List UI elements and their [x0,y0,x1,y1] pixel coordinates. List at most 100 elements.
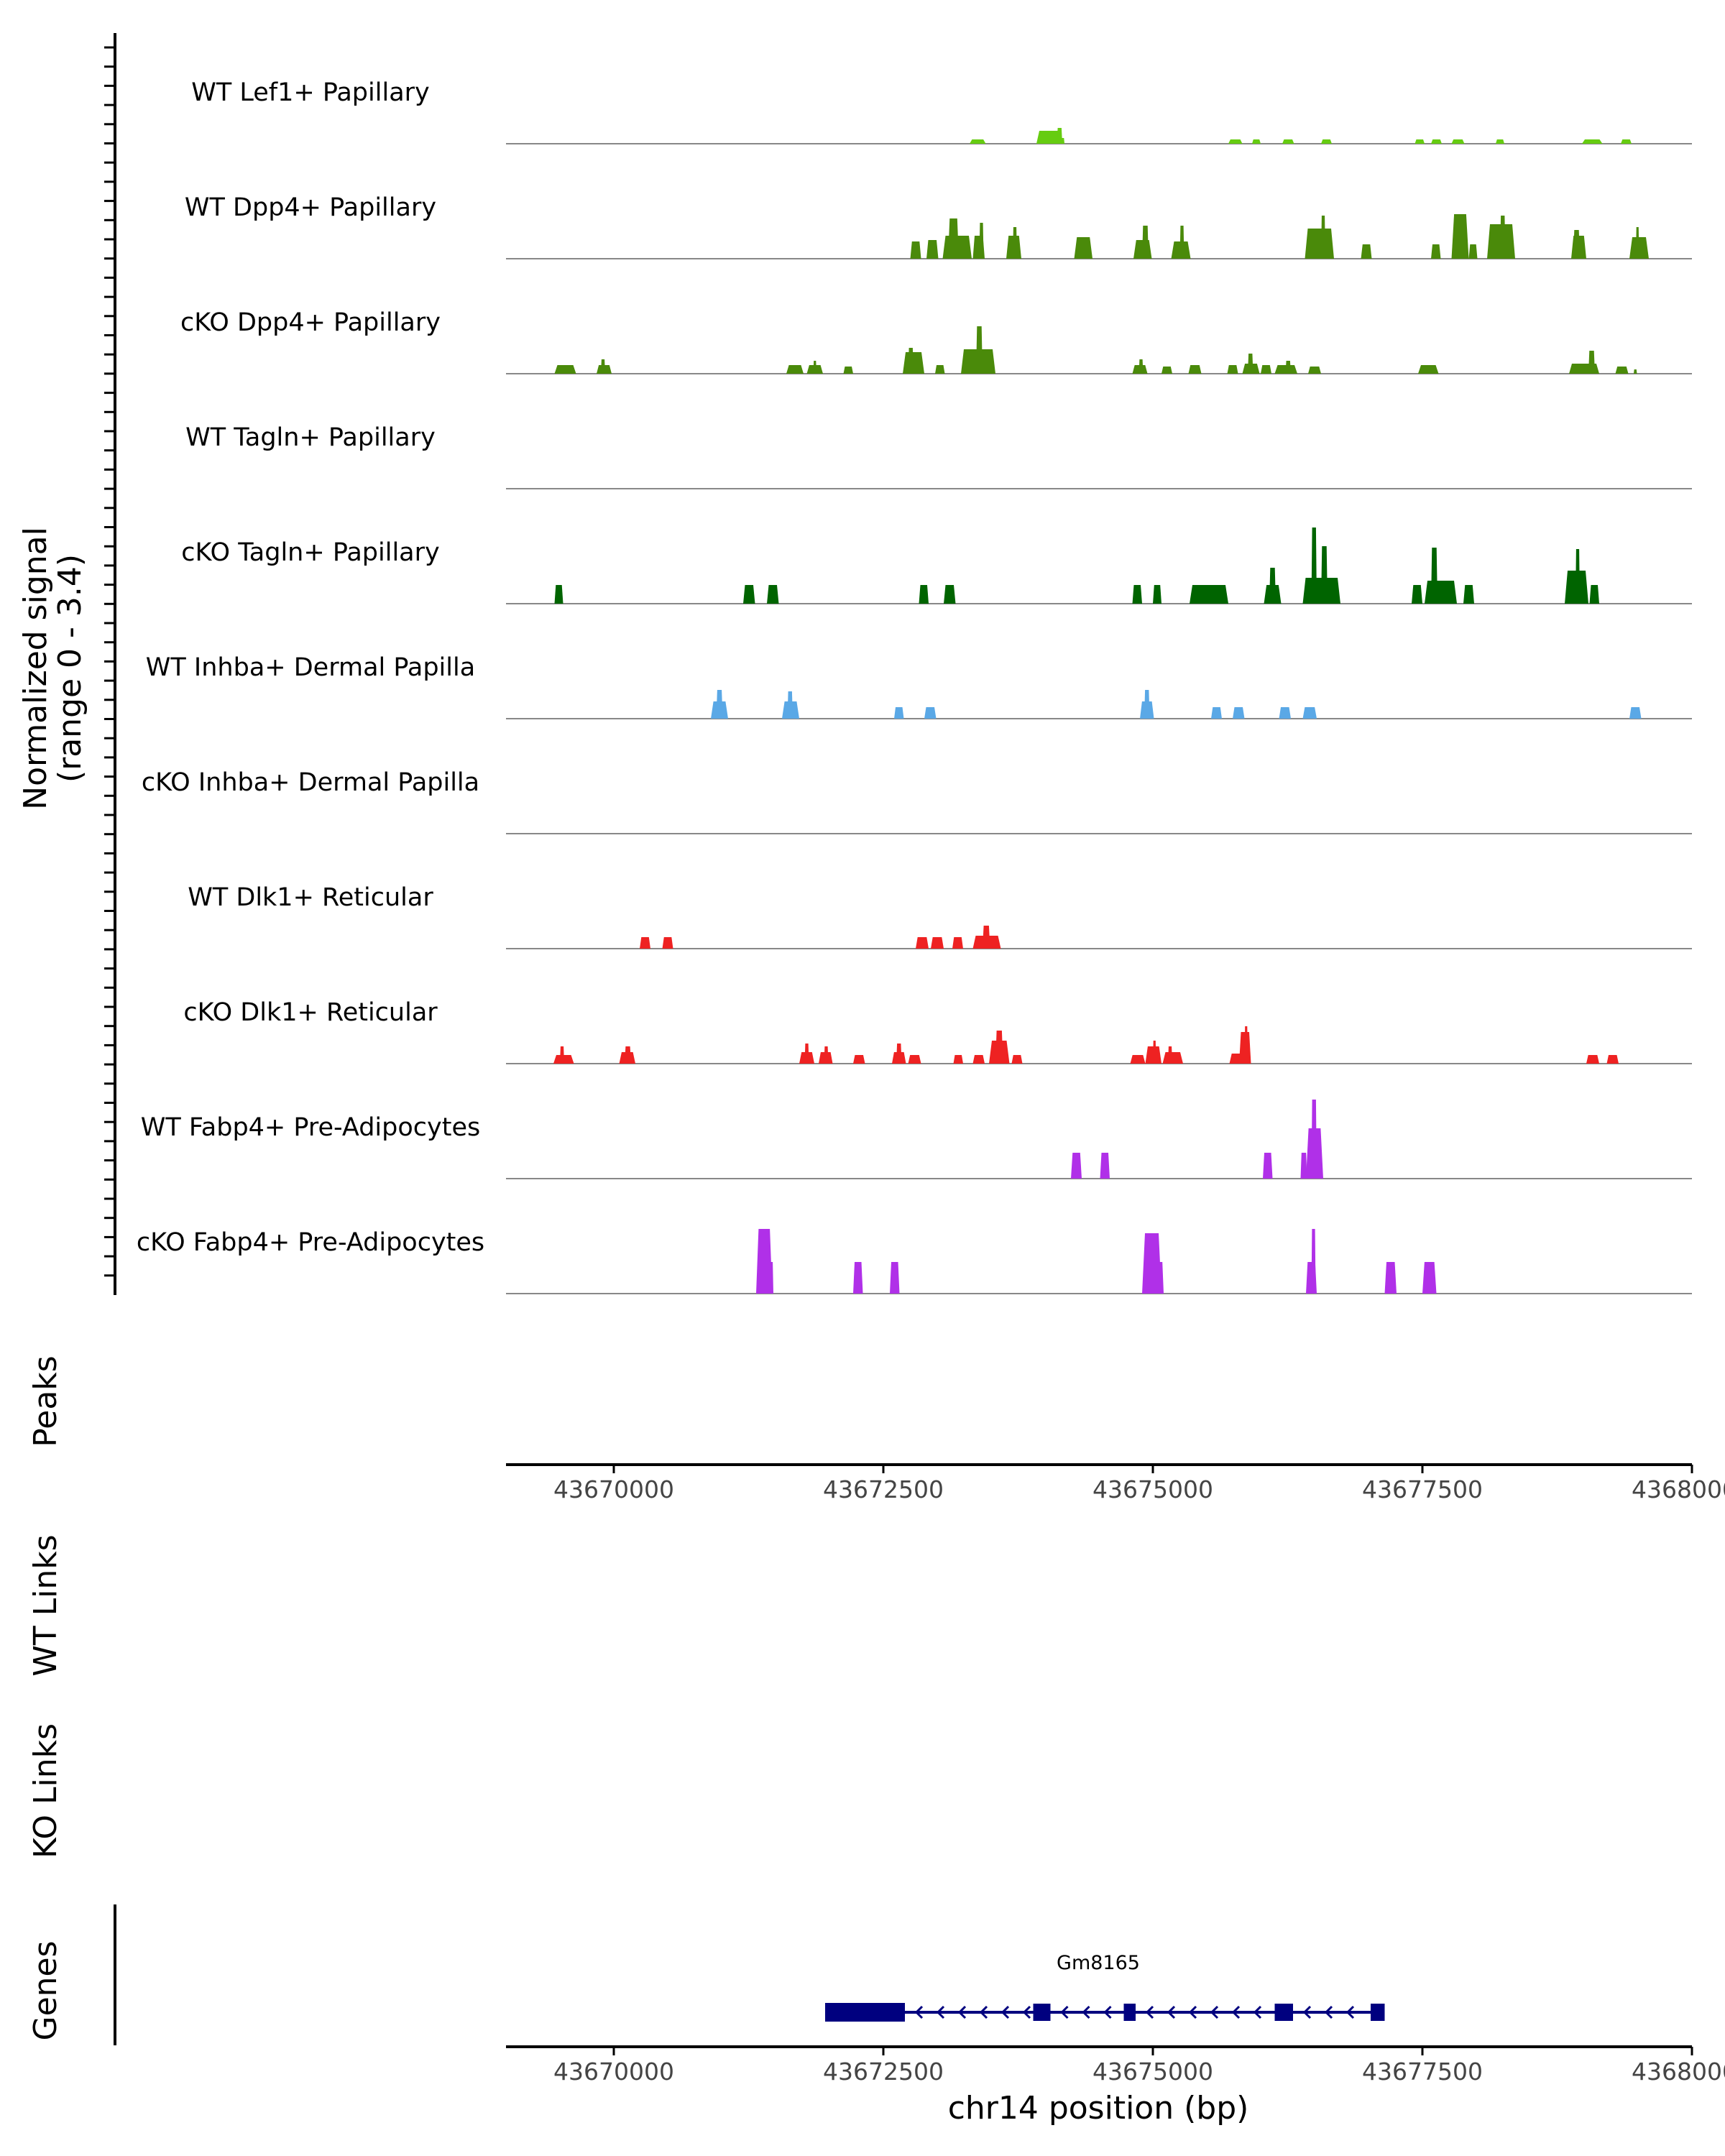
track-baselines [506,143,1692,1294]
signal-peak [813,361,816,374]
strand-arrow [1210,2005,1219,2019]
signal-peak [1500,216,1506,259]
x-tick-label: 43680000 [1632,2058,1725,2086]
signal-peak [1422,1262,1437,1294]
signal-peak [1412,585,1422,604]
signal-peak [786,365,804,374]
signal-peak [926,240,939,259]
signal-peak [625,1046,631,1064]
strand-arrow [957,2005,967,2019]
signal-peak [1144,690,1150,719]
track-label: cKO Fabp4+ Pre-Adipocytes [137,1228,484,1257]
signal-peak [1576,549,1580,604]
y-axis-label-range: (range 0 - 3.4) [52,554,88,783]
signal-peak [1269,568,1276,604]
x-axis-label: chr14 position (bp) [948,2090,1249,2127]
strand-arrow [979,2005,988,2019]
strand-arrow [1253,2005,1262,2019]
signal-peak [1305,229,1334,259]
track-labels: WT Lef1+ Papillary WT Dpp4+ Papillary cKO … [137,78,484,1257]
signal-peak [1162,1052,1183,1064]
x-tick-label: 43672500 [823,1475,944,1503]
strand-arrow [1103,2005,1112,2019]
signal-peak [976,326,983,374]
signal-peak [935,365,945,374]
signal-peak [1013,227,1017,259]
signal-peak [1582,139,1603,144]
signal-peak [1629,237,1649,259]
signal-peak [1451,214,1469,259]
signal-peak [1589,585,1599,604]
signal-peak [1615,367,1629,374]
signal-peak [1263,1153,1273,1179]
signal-peak [1130,1055,1146,1064]
signal-peak [1425,581,1457,604]
signal-peak [853,1055,865,1064]
signal-peak [1228,139,1243,144]
track-label: cKO Tagln+ Papillary [181,538,440,567]
signal-peak [1311,1229,1316,1294]
signal-peak [894,707,904,719]
signal-peak [972,1055,985,1064]
signal-peak [1188,365,1202,374]
strand-arrow [1060,2005,1069,2019]
signal-peak [979,223,984,259]
strand-arrow [1302,2005,1312,2019]
signal-peak [853,1262,863,1294]
strand-arrow [1324,2005,1333,2019]
signal-peak [1244,1026,1248,1064]
signal-peak [1142,226,1149,259]
track-label: cKO Dlk1+ Reticular [183,998,438,1027]
strand-arrow [1231,2005,1241,2019]
track-label: WT Dlk1+ Reticular [188,883,433,912]
genes-x-ticks: 43670000 43672500 43675000 43677500 43680000 [553,2047,1725,2086]
signal-peak [910,241,921,259]
signal-peak [767,585,779,604]
signal-peak [903,352,924,374]
signal-peak [1308,367,1321,374]
signal-peak [1384,1262,1397,1294]
x-tick-label: 43672500 [823,2058,944,2086]
signal-peak [953,1055,963,1064]
signal-peak [1248,354,1254,374]
signal-peak [1100,1153,1110,1179]
signal-peak [1629,707,1642,719]
strand-arrow [914,2005,924,2019]
signal-peak [995,1031,1003,1064]
signal-peak [1496,139,1504,144]
signal-peak [1302,707,1317,719]
signal-peak [1414,139,1425,144]
signal-peak [1588,351,1595,374]
signal-peak [1036,131,1062,144]
genes-panel-label: Genes [27,1940,64,2040]
gene-exon [1123,2004,1136,2021]
signal-peak [1431,548,1438,604]
signal-peak [1300,1153,1307,1179]
signal-peak [1586,1055,1599,1064]
signal-peak [896,1044,902,1064]
x-tick-label: 43675000 [1092,1475,1213,1503]
gene-name-label: Gm8165 [1057,1952,1140,1974]
signal-peak [931,937,944,949]
signal-peak [756,1229,773,1294]
signal-peak [1431,244,1441,259]
signal-peak [1061,138,1064,144]
signal-peak [1282,139,1294,144]
signal-peak [1261,365,1271,374]
signal-peak [908,1055,921,1064]
signal-peak [1311,528,1317,604]
strand-arrow [1145,2005,1154,2019]
signal-peak [1155,1262,1164,1294]
signal-peak [1233,707,1245,719]
signal-peak [1606,1055,1619,1064]
gene-model: Gm8165 [825,1952,1385,2022]
signal-peak [804,1044,809,1064]
signal-peak [554,365,576,374]
signal-peak [983,926,990,949]
signal-peak [1227,365,1238,374]
peaks-x-ticks: 43670000 43672500 43675000 43677500 43680000 [553,1465,1725,1503]
signal-peak [924,707,937,719]
strand-arrow [1346,2005,1355,2019]
x-tick-label: 43677500 [1362,1475,1483,1503]
